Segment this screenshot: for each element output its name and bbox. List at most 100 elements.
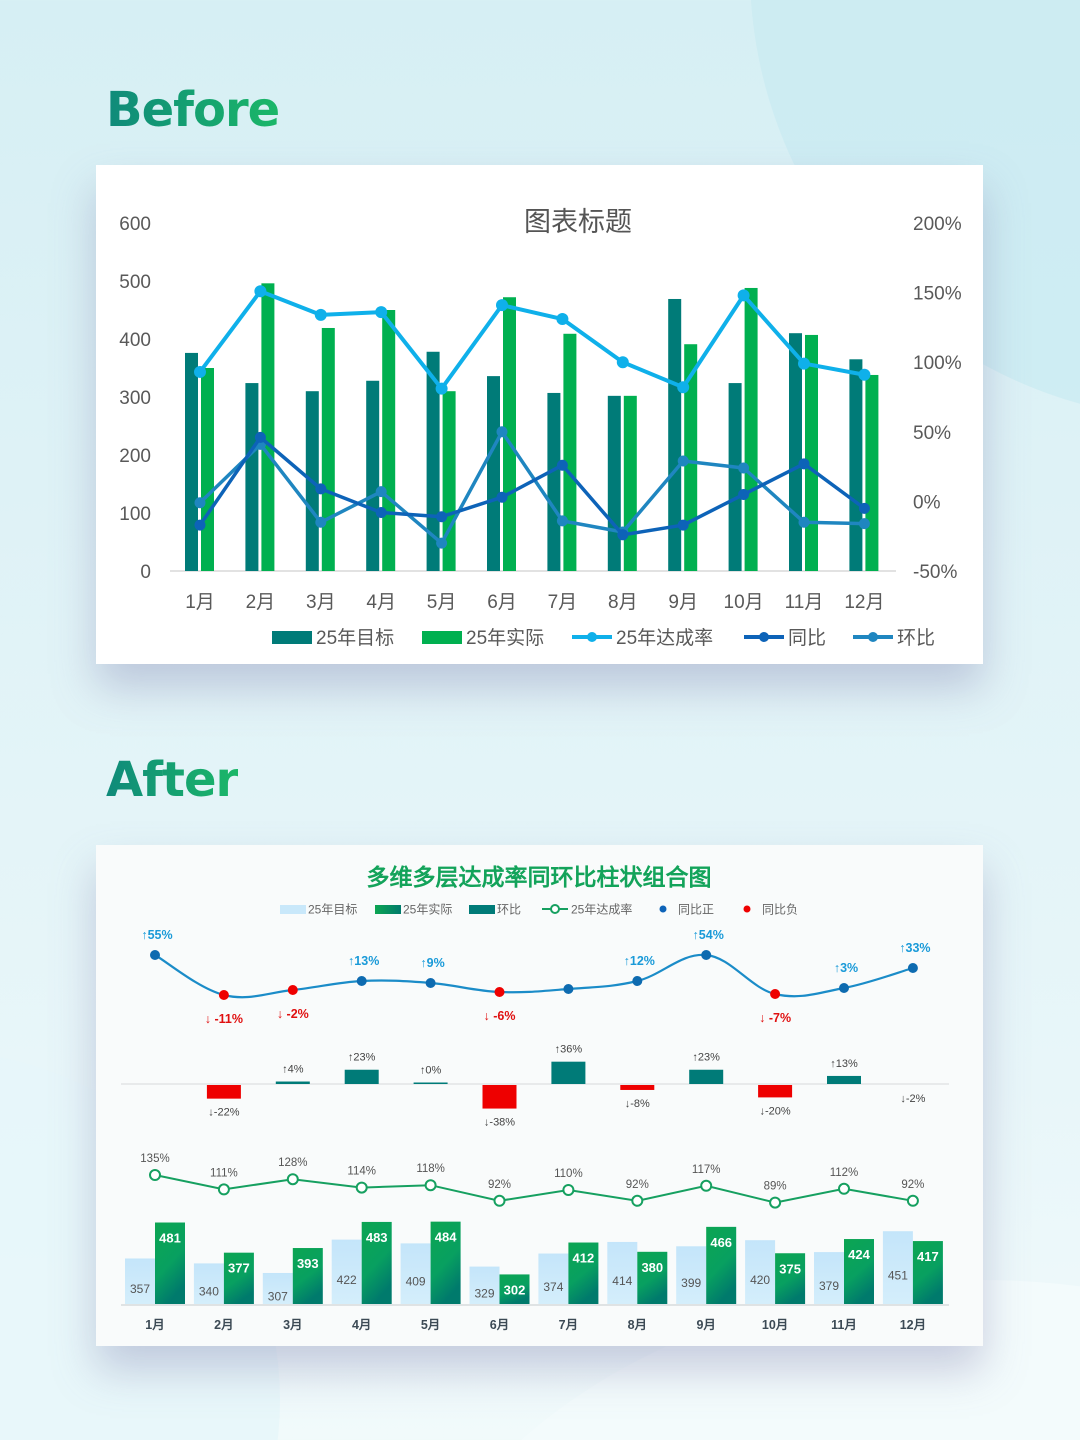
yoy-positive-marker (563, 984, 574, 994)
mom-negative-bar (482, 1085, 517, 1109)
yoy-label: ↑55% (141, 928, 172, 942)
line-marker (737, 289, 750, 302)
actual-value: 417 (917, 1249, 939, 1264)
target-bar (882, 1231, 913, 1304)
legend-label: 环比 (897, 627, 935, 649)
legend-swatch (375, 905, 401, 914)
rate-marker (631, 1194, 644, 1207)
line-marker (556, 515, 568, 527)
actual-bar (382, 310, 396, 571)
target-bar (789, 333, 802, 571)
yoy-negative-marker (770, 989, 781, 999)
yoy-line (154, 953, 914, 999)
mom-positive-bar (275, 1081, 310, 1084)
line-marker (496, 426, 508, 438)
left-axis-tick: 300 (119, 388, 151, 409)
legend-swatch (422, 631, 462, 644)
right-axis-tick: 100% (913, 353, 962, 374)
actual-bar (844, 1239, 874, 1304)
after-chart-card: 多维多层达成率同环比柱状组合图 25年目标 25年实际 环比 25年达成率 同比正 同比负 ↑… (96, 845, 983, 1346)
mom-label: ↓-8% (625, 1098, 650, 1110)
target-bar (487, 376, 500, 571)
actual-bar (865, 374, 879, 571)
target-value: 399 (681, 1276, 701, 1290)
line-marker (194, 365, 206, 378)
actual-bar (912, 1241, 943, 1304)
x-axis-label: 2月 (246, 592, 276, 613)
legend-marker (868, 632, 878, 642)
target-bar (676, 1246, 707, 1304)
rate-label: 110% (554, 1168, 583, 1180)
x-axis-label: 12月 (900, 1318, 926, 1332)
target-bar (331, 1239, 362, 1304)
legend-item: 同比正 (659, 903, 714, 917)
line-marker (798, 516, 810, 528)
yoy-label: ↑13% (348, 954, 379, 968)
x-axis-label: 6月 (490, 1318, 509, 1332)
line-marker (496, 491, 508, 503)
legend-item: 同比 (744, 627, 826, 649)
line-marker (798, 458, 810, 470)
line-marker (858, 502, 870, 514)
x-axis-label: 4月 (352, 1318, 371, 1332)
actual-bar (155, 1222, 185, 1304)
x-axis-label: 11月 (831, 1318, 857, 1332)
left-axis-tick: 200 (119, 446, 151, 467)
yoy-positive-marker (425, 978, 436, 988)
actual-value: 484 (435, 1230, 457, 1245)
rate-marker (493, 1194, 506, 1207)
actual-bar (623, 395, 637, 571)
before-chart: 图表标题 0 100 200 300 400 500 600 -50% 0% 50% 100% 150%… (119, 207, 962, 649)
line-marker (677, 381, 690, 394)
legend-label: 25年达成率 (571, 902, 632, 917)
mom-label: ↑13% (830, 1058, 858, 1070)
x-axis-label: 10月 (724, 592, 764, 613)
line-marker (617, 529, 629, 541)
x-axis-label: 12月 (844, 592, 884, 613)
rate-label: 92% (488, 1179, 511, 1191)
rate-label: 118% (416, 1163, 445, 1175)
line-marker (435, 382, 448, 395)
x-axis-label: 3月 (306, 592, 336, 613)
target-bar (400, 1243, 431, 1304)
actual-bar (744, 287, 758, 571)
line-marker (436, 537, 448, 549)
mom-label: ↓-38% (484, 1117, 515, 1129)
x-axis-label: 8月 (608, 592, 638, 613)
legend-marker (587, 632, 597, 642)
legend-marker (659, 905, 667, 913)
actual-bar (430, 1221, 461, 1304)
legend-item: 25年达成率 (572, 627, 713, 649)
legend-label: 25年目标 (308, 903, 357, 917)
x-axis-label: 1月 (145, 1318, 164, 1332)
target-value: 379 (819, 1279, 839, 1293)
actual-bar (775, 1253, 806, 1304)
rate-marker (769, 1196, 782, 1209)
actual-value: 377 (228, 1261, 250, 1276)
yoy-label: ↑3% (834, 961, 858, 975)
target-bar (262, 1272, 293, 1304)
actual-bar (706, 1226, 737, 1304)
target-value: 422 (337, 1273, 357, 1287)
yoy-negative-marker (494, 987, 505, 997)
x-axis-label: 2月 (214, 1318, 233, 1332)
actual-bar (805, 334, 818, 571)
rate-label: 114% (347, 1166, 376, 1178)
line-marker (556, 313, 569, 326)
rate-marker (906, 1194, 919, 1207)
yoy-label: ↑12% (624, 954, 655, 968)
line-marker (738, 488, 750, 500)
target-value: 451 (888, 1269, 908, 1283)
legend-marker (759, 632, 769, 642)
line-marker (194, 497, 206, 509)
x-axis-label: 5月 (421, 1318, 440, 1332)
legend-swatch (272, 631, 312, 644)
legend-label: 环比 (497, 903, 521, 917)
mom-label: ↑23% (348, 1052, 376, 1064)
target-bar (185, 352, 198, 571)
rate-line (198, 289, 865, 391)
target-value: 414 (612, 1274, 632, 1288)
target-bar (547, 392, 561, 571)
x-axis-label: 7月 (548, 592, 578, 613)
actual-bar (503, 297, 516, 571)
